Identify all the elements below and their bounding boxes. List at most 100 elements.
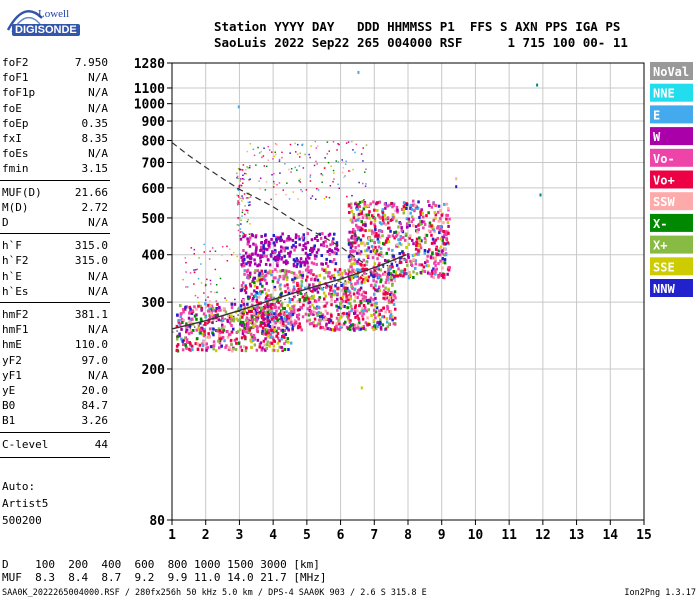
echo-point	[363, 199, 365, 201]
echo-point	[204, 343, 207, 347]
echo-point	[285, 238, 289, 242]
echo-point	[241, 299, 244, 303]
echo-point	[326, 318, 330, 322]
echo-point	[313, 164, 316, 167]
echo-point	[321, 267, 324, 271]
echo-point	[277, 278, 280, 282]
echo-point	[246, 302, 249, 306]
echo-point	[438, 247, 442, 251]
echo-point	[347, 318, 350, 322]
echo-point	[439, 237, 443, 241]
echo-point	[364, 171, 366, 173]
echo-point	[349, 302, 352, 306]
echo-point	[312, 324, 316, 328]
echo-point	[427, 211, 430, 215]
echo-point	[305, 257, 308, 261]
echo-point	[273, 172, 275, 175]
echo-point	[388, 316, 392, 320]
parameter-name: h`F2	[2, 254, 29, 268]
echo-point	[362, 294, 365, 298]
echo-point	[352, 327, 356, 331]
echo-point	[336, 248, 340, 252]
echo-point	[259, 341, 263, 345]
x-tick-label: 11	[501, 528, 517, 543]
echo-point	[294, 320, 297, 324]
echo-point	[298, 165, 301, 167]
echo-point	[353, 323, 356, 327]
echo-point	[254, 269, 257, 273]
echo-point	[414, 266, 417, 270]
echo-point	[248, 166, 251, 169]
echo-point	[309, 156, 311, 159]
echo-point	[240, 184, 243, 187]
parameter-separator	[0, 456, 110, 458]
echo-point	[400, 226, 403, 230]
echo-point	[320, 254, 323, 257]
parameter-row: B1 3.26	[2, 414, 108, 429]
echo-point	[257, 313, 260, 317]
echo-point	[364, 185, 367, 187]
echo-point	[379, 268, 382, 272]
echo-point	[208, 258, 211, 260]
echo-point	[248, 197, 250, 199]
echo-point	[419, 213, 422, 217]
parameter-value: 20.0	[81, 384, 109, 397]
echo-point	[421, 211, 424, 215]
echo-point	[270, 341, 274, 345]
echo-point	[430, 205, 434, 209]
echo-point	[311, 289, 314, 293]
echo-point	[286, 261, 289, 265]
echo-point	[260, 306, 263, 310]
echo-point	[319, 236, 323, 240]
echo-point	[275, 235, 278, 239]
echo-point	[297, 198, 299, 200]
echo-point	[361, 314, 364, 318]
echo-point	[251, 280, 254, 283]
echo-point	[281, 349, 284, 352]
echo-point	[376, 234, 379, 238]
echo-point	[202, 340, 205, 344]
echo-point	[328, 196, 331, 199]
echo-point	[197, 304, 200, 308]
echo-point	[185, 330, 188, 334]
echo-point	[242, 302, 246, 306]
echo-point	[203, 292, 205, 294]
parameter-name: M(D)	[2, 200, 29, 214]
echo-point	[229, 248, 231, 250]
echo-point	[247, 209, 249, 212]
echo-point	[273, 303, 277, 306]
echo-point	[318, 232, 321, 236]
echo-point	[237, 229, 240, 232]
parameter-value: 2.72	[81, 200, 109, 214]
echo-point	[372, 200, 375, 204]
echo-point	[284, 340, 288, 343]
echo-point	[381, 211, 385, 215]
echo-point	[377, 213, 380, 217]
echo-point	[333, 258, 336, 262]
echo-point	[237, 203, 239, 206]
x-tick-label: 12	[535, 528, 551, 543]
echo-point	[254, 307, 258, 311]
echo-point	[302, 244, 305, 247]
echo-point	[392, 204, 395, 207]
echo-point	[374, 288, 377, 292]
echo-point	[226, 319, 230, 323]
parameter-name: B0	[2, 399, 16, 413]
parameter-row: B0 84.7	[2, 399, 108, 414]
echo-point	[424, 238, 427, 242]
echo-point	[280, 245, 283, 249]
echo-point	[315, 147, 318, 149]
echo-point	[230, 302, 234, 306]
echo-point	[383, 213, 387, 217]
echo-point	[252, 148, 255, 151]
echo-point	[244, 205, 246, 207]
x-tick-label: 8	[404, 528, 412, 543]
parameter-name: yE	[2, 384, 16, 397]
echo-point	[298, 275, 301, 279]
echo-point	[441, 257, 445, 261]
echo-point	[295, 265, 298, 269]
echo-point	[281, 232, 284, 236]
echo-point	[447, 231, 450, 235]
echo-point	[242, 198, 244, 200]
echo-point	[275, 237, 279, 241]
